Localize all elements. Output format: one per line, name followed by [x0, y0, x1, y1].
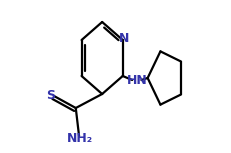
- Text: N: N: [119, 32, 129, 45]
- Text: NH₂: NH₂: [67, 132, 93, 145]
- Text: HN: HN: [126, 73, 147, 86]
- Text: S: S: [46, 89, 55, 102]
